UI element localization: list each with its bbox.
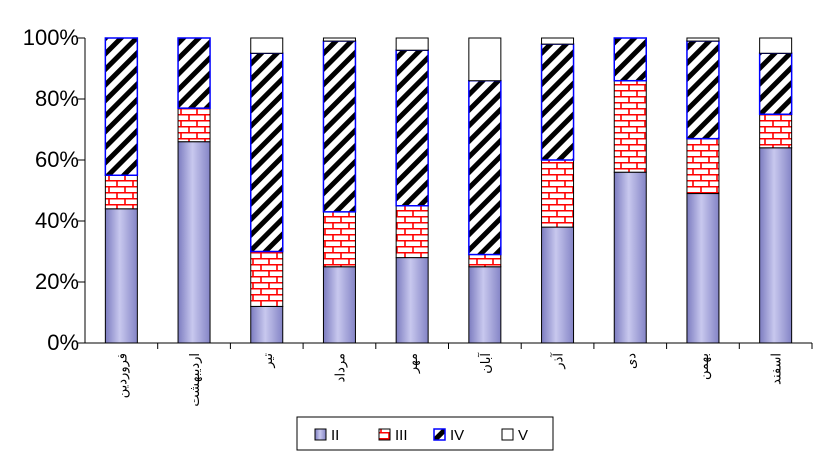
bar-segment-ii-4 — [322, 266, 356, 344]
bar-segment-iv-6 — [468, 79, 502, 256]
bar-segment-iii-4 — [322, 211, 356, 268]
bar-segment-iii-6 — [468, 254, 502, 268]
x-tick-label: بهمن — [697, 353, 712, 380]
bar-segment-iv-1 — [104, 37, 139, 176]
bar-segment-iii-5 — [395, 205, 429, 259]
legend-swatch-iv — [433, 428, 446, 441]
y-tick-label: 20% — [35, 269, 79, 294]
legend-swatch-v — [501, 428, 514, 441]
bar-segment-v-7 — [541, 37, 575, 45]
legend-label-v: V — [518, 427, 528, 444]
y-tick-label: 60% — [35, 147, 79, 172]
bar-segment-iii-1 — [104, 174, 138, 210]
legend-swatch-iii — [378, 428, 391, 441]
bar-segment-iv-7 — [540, 43, 575, 161]
x-tick-label: آذر — [550, 352, 567, 370]
bar-segment-iv-5 — [395, 49, 429, 207]
x-tick-label: اسفند — [770, 353, 785, 385]
x-tick-label: مرداد — [333, 353, 348, 382]
bar-segment-ii-9 — [686, 193, 720, 344]
bar-segment-v-3 — [250, 37, 284, 54]
bar-segment-iv-4 — [322, 40, 357, 213]
y-tick-label: 80% — [35, 86, 79, 111]
bar-segment-ii-5 — [395, 257, 429, 344]
axis-labels: فروردین اردیبهشت تیر مرداد مهر آبان آذر دی بهمن ا… — [23, 25, 785, 407]
legend: II III IV V — [296, 416, 554, 451]
bar-segment-iv-9 — [686, 40, 720, 140]
legend-label-iv: IV — [450, 427, 464, 444]
bar-segment-v-6 — [468, 37, 502, 82]
legend-label-iii: III — [395, 427, 408, 444]
bar-segment-iii-3 — [250, 251, 284, 307]
bar-segment-ii-6 — [468, 266, 502, 344]
bars — [104, 37, 793, 344]
y-tick-label: 0% — [47, 330, 79, 355]
bar-segment-iv-2 — [177, 37, 211, 109]
bar-segment-ii-3 — [250, 305, 284, 344]
bar-segment-v-5 — [395, 37, 429, 51]
bar-segment-ii-8 — [613, 171, 647, 344]
x-tick-label: دی — [624, 353, 639, 369]
x-tick-label: مهر — [406, 353, 421, 374]
bar-segment-ii-7 — [541, 226, 575, 344]
x-tick-label: اردیبهشت — [188, 353, 203, 407]
bar-segment-ii-10 — [759, 147, 793, 344]
bar-segment-v-9 — [686, 37, 720, 42]
bar-segment-iii-7 — [541, 159, 575, 228]
legend-box — [296, 416, 554, 451]
bar-segment-iii-8 — [613, 80, 647, 173]
bar-segment-iii-9 — [686, 138, 720, 195]
bar-segment-ii-2 — [177, 141, 211, 344]
bar-segment-iv-10 — [758, 52, 793, 115]
legend-label-ii: II — [331, 427, 339, 444]
y-tick-label: 40% — [35, 208, 79, 233]
bar-segment-v-4 — [322, 37, 356, 42]
bar-segment-iv-8 — [613, 37, 647, 82]
x-tick-label: تیر — [261, 353, 276, 369]
bar-segment-ii-1 — [104, 208, 138, 344]
bar-segment-iv-3 — [250, 52, 284, 253]
y-tick-label: 100% — [23, 25, 79, 50]
x-tick-label: آبان — [477, 352, 494, 374]
bar-segment-iii-2 — [177, 107, 211, 143]
legend-swatch-ii — [314, 428, 327, 441]
x-tick-label: فروردین — [115, 353, 130, 398]
bar-segment-v-10 — [759, 37, 793, 54]
bar-segment-iii-10 — [759, 113, 793, 149]
